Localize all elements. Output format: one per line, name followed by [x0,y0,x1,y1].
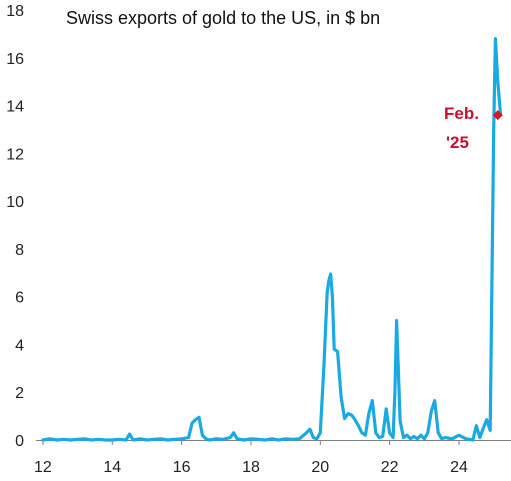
annotation-label-line1: Feb. [444,104,479,123]
chart-title: Swiss exports of gold to the US, in $ bn [66,8,380,28]
y-tick-label: 6 [15,290,24,307]
y-tick-label: 16 [6,51,24,68]
x-axis: 12 14 16 18 20 22 24 [34,440,468,476]
y-tick-label: 0 [15,433,24,450]
series-line-gold-exports [41,37,503,442]
annotation-marker [492,110,503,121]
y-tick-label: 10 [6,194,24,211]
y-tick-label: 8 [15,242,24,259]
y-tick-label: 12 [6,146,24,163]
y-tick-label: 4 [15,337,24,354]
x-tick-label: 16 [173,459,191,476]
x-tick-label: 20 [311,459,329,476]
x-tick-label: 18 [242,459,260,476]
y-tick-label: 18 [6,3,24,20]
x-tick-label: 12 [34,459,52,476]
x-tick-label: 24 [450,459,468,476]
y-axis: 0 2 4 6 8 10 12 14 16 18 [6,3,24,450]
y-tick-label: 14 [6,99,24,116]
x-tick-label: 22 [381,459,399,476]
annotation-label-line2: '25 [446,133,469,152]
x-tick-label: 14 [103,459,121,476]
y-tick-label: 2 [15,385,24,402]
